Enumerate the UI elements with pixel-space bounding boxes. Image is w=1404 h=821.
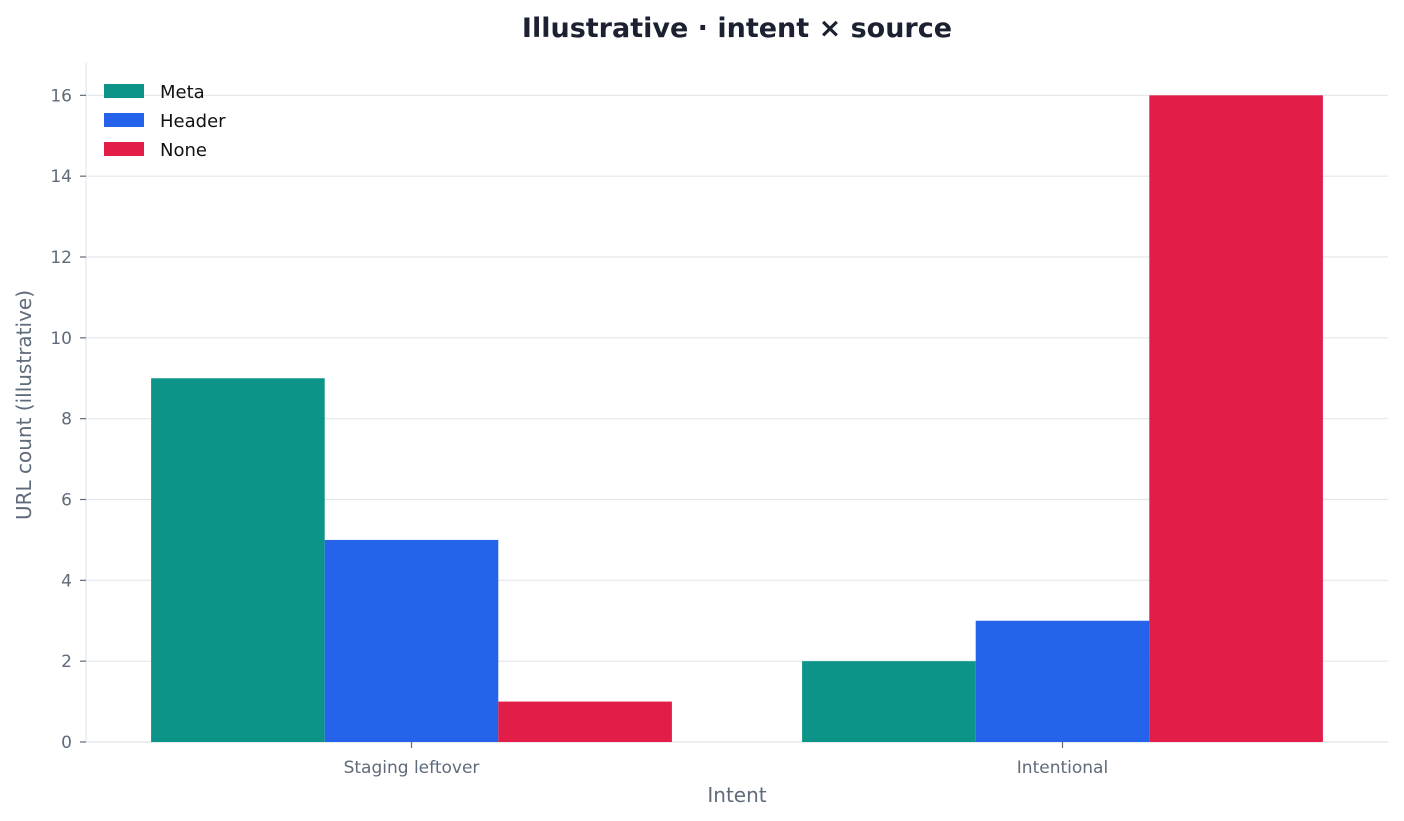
legend-swatch-none (104, 142, 144, 156)
bar-header-0 (324, 539, 499, 742)
legend: Meta Header None (104, 82, 226, 161)
bar-header-1 (975, 620, 1150, 742)
x-tick-label: Intentional (1017, 758, 1108, 778)
x-axis-label: Intent (707, 783, 766, 807)
y-axis-label: URL count (illustrative) (12, 290, 36, 520)
legend-label-none: None (160, 140, 207, 161)
y-tick-label: 8 (61, 410, 72, 430)
y-tick-label: 12 (50, 248, 72, 268)
legend-swatch-header (104, 113, 144, 127)
bar-meta-1 (802, 661, 976, 742)
y-tick-label: 10 (50, 329, 72, 349)
chart-title: Illustrative · intent × source (522, 13, 952, 44)
bar-none-0 (498, 701, 672, 742)
legend-swatch-meta (104, 84, 144, 98)
legend-label-meta: Meta (160, 82, 205, 103)
plot-area: 0 2 4 6 8 10 12 14 16 Staging leftover Intentional… (50, 63, 1388, 778)
legend-label-header: Header (160, 111, 226, 132)
y-tick-label: 16 (50, 86, 72, 106)
y-tick-label: 14 (50, 167, 72, 187)
x-tick-label: Staging leftover (344, 758, 480, 778)
bar-none-1 (1149, 95, 1323, 743)
y-tick-label: 0 (61, 733, 72, 753)
y-tick-label: 2 (61, 652, 72, 672)
y-tick-label: 6 (61, 491, 72, 511)
y-tick-label: 4 (61, 571, 72, 591)
bar-meta-0 (151, 378, 325, 742)
